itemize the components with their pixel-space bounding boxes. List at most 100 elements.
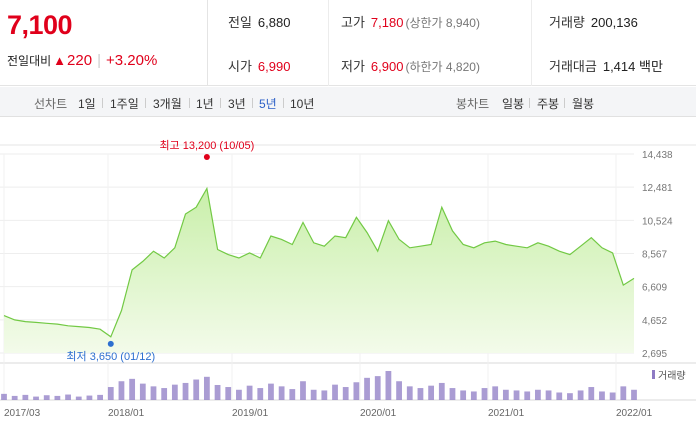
volume-bar	[236, 389, 242, 400]
tab-period-10y[interactable]: 10년	[290, 97, 315, 111]
volume-bar	[524, 391, 531, 400]
stat-open: 시가 6,990	[228, 56, 290, 75]
max-point-label: 최고 13,200 (10/05)	[159, 139, 254, 152]
volume-bars	[1, 371, 637, 400]
tab-divider	[189, 98, 190, 108]
volume-bar	[502, 389, 509, 400]
min-point-marker	[107, 340, 114, 347]
x-tick-label: 2022/01	[616, 408, 653, 419]
volume-bar	[470, 391, 477, 400]
volume-bar	[278, 386, 285, 400]
volume-bar	[545, 390, 552, 400]
chart-tabs-bar: 선차트 1일 1주일 3개월 1년 3년 5년 10년 봉차트 일봉 주봉 월봉	[0, 87, 696, 117]
volume-bar	[396, 381, 402, 400]
tab-period-5y[interactable]: 5년	[259, 97, 277, 111]
volume-bar	[86, 395, 93, 400]
volume-bar	[54, 395, 61, 400]
max-point-marker	[203, 153, 210, 160]
volume-bar	[374, 376, 381, 400]
tab-period-1d[interactable]: 1일	[78, 97, 96, 111]
volume-bar	[631, 389, 637, 400]
min-point-label: 최저 3,650 (01/12)	[66, 350, 155, 363]
stat-high: 고가 7,180 (상한가 8,940)	[341, 12, 480, 31]
volume-bar	[97, 394, 103, 400]
volume-bar	[203, 376, 210, 400]
volume-bar	[417, 388, 424, 400]
volume-bar	[599, 391, 605, 400]
volume-bar	[257, 388, 264, 400]
tab-divider	[145, 98, 146, 108]
y-tick-label: 8,567	[642, 250, 667, 261]
volume-bar	[481, 388, 488, 400]
volume-bar	[406, 386, 413, 400]
stat-value: 6,990	[257, 59, 291, 74]
volume-bar	[556, 392, 563, 400]
volume-bar	[535, 389, 541, 400]
volume-bar	[300, 381, 306, 400]
volume-bar	[567, 393, 573, 400]
volume-bar	[161, 388, 168, 400]
stat-note: (하한가 4,820)	[405, 60, 480, 74]
volume-bar	[310, 389, 317, 400]
volume-bar	[289, 389, 296, 400]
tab-period-1y[interactable]: 1년	[196, 97, 214, 111]
stat-volume: 거래량 200,136	[549, 12, 638, 31]
current-price: 7,100	[7, 10, 73, 40]
volume-bar	[22, 394, 29, 400]
stat-value: 200,136	[590, 15, 638, 30]
stat-label: 거래량	[549, 15, 585, 30]
tab-divider	[564, 98, 565, 108]
volume-bar	[75, 396, 82, 400]
y-tick-label: 2,695	[642, 349, 667, 360]
volume-bar	[129, 378, 136, 400]
price-chart: 14,438 12,481 10,524 8,567 6,609 4,652 2,695 20…	[0, 139, 696, 419]
tab-period-1w[interactable]: 1주일	[110, 97, 139, 111]
volume-bar	[214, 384, 221, 400]
volume-bar	[118, 381, 125, 400]
tab-period-3y[interactable]: 3년	[228, 97, 246, 111]
stat-note: (상한가 8,940)	[405, 16, 480, 30]
volume-bar	[225, 387, 232, 400]
volume-bar	[139, 383, 146, 400]
stat-label: 시가	[228, 59, 252, 74]
stats-divider	[531, 0, 532, 86]
tab-divider	[529, 98, 530, 108]
x-tick-label: 2018/01	[108, 408, 145, 419]
volume-bar	[588, 387, 595, 400]
x-tick-label: 2017/03	[4, 408, 41, 419]
tab-divider	[283, 98, 284, 108]
tab-divider	[252, 98, 253, 108]
stat-label: 고가	[341, 15, 365, 30]
volume-bar	[182, 382, 189, 400]
y-tick-label: 4,652	[642, 316, 667, 327]
tab-candle-daily[interactable]: 일봉	[502, 97, 525, 111]
chart-axes: 14,438 12,481 10,524 8,567 6,609 4,652 2,695 20…	[4, 150, 686, 419]
tab-candle-monthly[interactable]: 월봉	[572, 97, 595, 111]
x-tick-label: 2019/01	[232, 408, 269, 419]
stat-value: 6,900	[370, 59, 404, 74]
volume-bar	[65, 394, 71, 400]
volume-bar	[171, 384, 178, 400]
tab-period-3m[interactable]: 3개월	[153, 97, 182, 111]
volume-bar	[11, 395, 18, 400]
volume-bar	[193, 379, 200, 400]
volume-bar	[385, 371, 392, 400]
volume-bar	[246, 385, 253, 400]
y-tick-label: 6,609	[642, 283, 667, 294]
stat-low: 저가 6,900 (하한가 4,820)	[341, 56, 480, 75]
stat-label: 전일	[228, 15, 252, 30]
volume-bar	[107, 387, 114, 400]
up-arrow-icon: ▲	[53, 53, 67, 68]
volume-bar	[342, 387, 349, 400]
volume-bar	[364, 377, 370, 400]
volume-bar	[609, 392, 616, 400]
volume-bar	[353, 382, 360, 400]
tab-candle-weekly[interactable]: 주봉	[537, 97, 560, 111]
volume-bar	[449, 388, 456, 400]
volume-bar	[43, 395, 50, 400]
stat-value: 1,414 백만	[602, 59, 663, 74]
volume-bar	[33, 396, 39, 400]
y-tick-label: 10,524	[642, 216, 673, 227]
line-chart-label: 선차트	[34, 97, 68, 111]
stats-divider	[328, 0, 329, 86]
